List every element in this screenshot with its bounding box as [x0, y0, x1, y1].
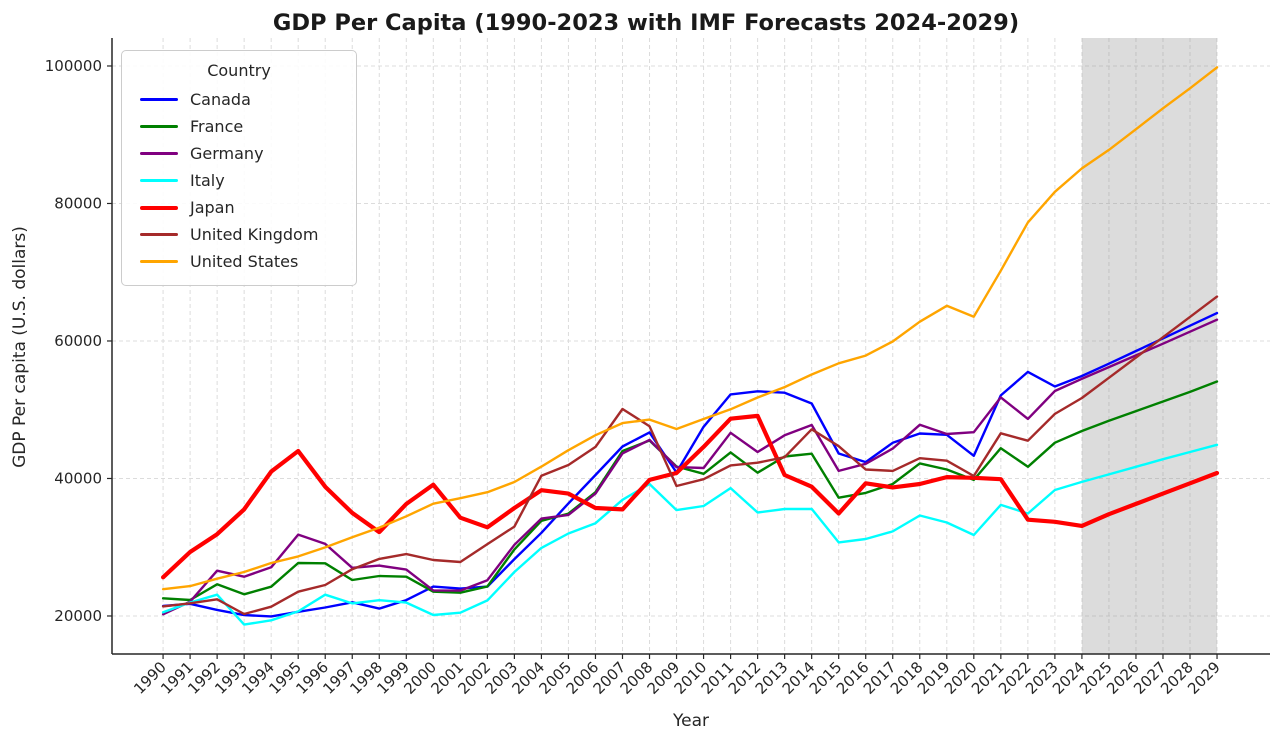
legend-swatch-united-states	[140, 260, 178, 263]
legend-label-france: France	[190, 117, 244, 136]
legend-item-united-kingdom: United Kingdom	[132, 221, 346, 248]
legend-swatch-italy	[140, 179, 178, 182]
legend-label-germany: Germany	[190, 144, 264, 163]
series-line-france	[161, 380, 1219, 602]
legend-label-japan: Japan	[190, 198, 235, 217]
legend-item-germany: Germany	[132, 140, 346, 167]
legend-label-united-kingdom: United Kingdom	[190, 225, 319, 244]
legend-items: Canada France Germany Italy Japan United King…	[132, 86, 346, 275]
legend-swatch-germany	[140, 152, 178, 155]
y-axis-label: GDP Per capita (U.S. dollars)	[10, 226, 30, 468]
legend-swatch-france	[140, 125, 178, 128]
legend-label-united-states: United States	[190, 252, 299, 271]
legend-swatch-canada	[140, 98, 178, 101]
y-tick-label: 20000	[54, 607, 102, 625]
series-line-italy	[161, 443, 1219, 626]
x-tick-label: 2029	[1184, 658, 1224, 698]
series-line-united-kingdom	[161, 295, 1219, 616]
x-axis-label: Year	[672, 711, 709, 731]
legend-title: Country	[207, 61, 271, 80]
y-tick-label: 100000	[45, 57, 102, 75]
y-tick-label: 60000	[54, 332, 102, 350]
y-tick-label: 40000	[54, 469, 102, 487]
series-lines	[161, 66, 1220, 626]
chart-title: GDP Per Capita (1990-2023 with IMF Forec…	[273, 10, 1019, 36]
series-line-canada	[161, 311, 1219, 618]
series-line-germany	[161, 318, 1219, 616]
legend-item-canada: Canada	[132, 86, 346, 113]
series-line-united-states	[161, 66, 1219, 591]
legend-item-france: France	[132, 113, 346, 140]
y-tick-label: 80000	[54, 194, 102, 212]
legend-item-italy: Italy	[132, 167, 346, 194]
series-line-japan	[161, 413, 1220, 580]
grid-lines	[112, 38, 1270, 654]
legend-swatch-japan	[140, 205, 178, 210]
legend-item-united-states: United States	[132, 248, 346, 275]
legend-item-japan: Japan	[132, 194, 346, 221]
legend-label-canada: Canada	[190, 90, 251, 109]
legend: Country Canada France Germany Italy Japan Uni…	[121, 50, 357, 286]
legend-swatch-united-kingdom	[140, 233, 178, 236]
legend-label-italy: Italy	[190, 171, 225, 190]
